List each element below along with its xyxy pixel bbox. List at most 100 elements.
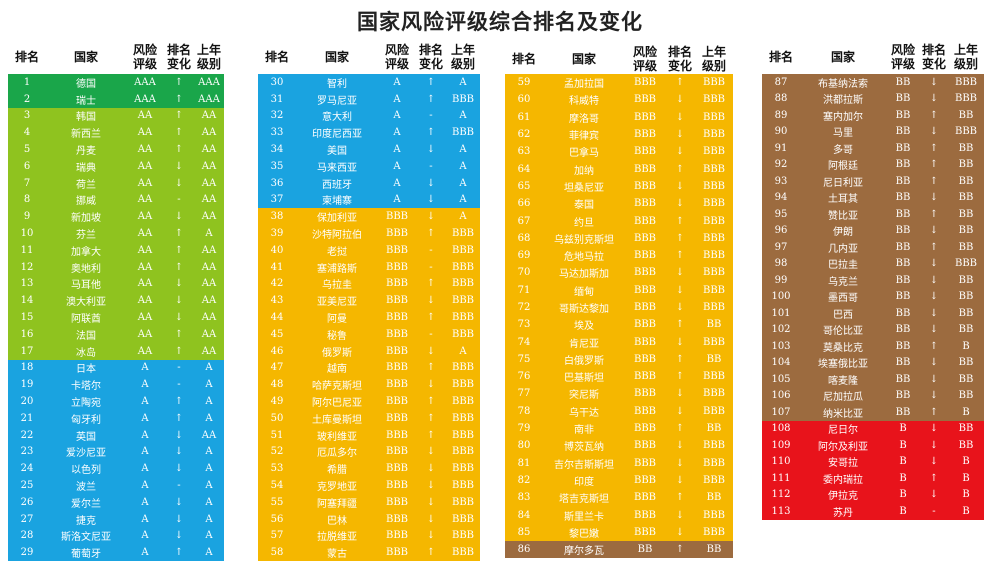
cell-rank: 48 (270, 379, 284, 391)
cell-last-year: B (962, 489, 970, 501)
cell-rank: 109 (771, 439, 791, 451)
table-row: 85 黎巴嫩 BBB ↓ BBB (505, 523, 733, 542)
cell-last-year: AA (201, 345, 217, 357)
cell-rank: 21 (20, 412, 34, 424)
cell-change: ↓ (174, 513, 184, 525)
cell-last-year: A (205, 412, 213, 424)
cell-change: ↓ (174, 160, 184, 172)
cell-last-year: BB (958, 208, 974, 220)
cell-rank: 63 (517, 146, 531, 158)
cell-rating: BB (895, 274, 911, 286)
cell-last-year: BB (958, 373, 974, 385)
cell-rating: BB (895, 324, 911, 336)
header-rating: 风险 评级 (890, 43, 915, 71)
cell-country: 沙特阿拉伯 (312, 230, 362, 242)
table-row: 108 尼日尔 B ↓ BB (762, 420, 984, 437)
cell-change: ↓ (675, 302, 685, 313)
cell-rank: 60 (517, 94, 531, 106)
table-row: 49 阿尔巴尼亚 BBB ↑ BBB (258, 393, 480, 410)
cell-last-year: BBB (702, 526, 726, 538)
cell-rank: 9 (23, 211, 31, 223)
ranking-table-2: 排名 国家 风险 评级 排名 变化 上年 级别 30 智利 A ↑ A 31 罗马尼亚 A ↑ BBB 32 意… (258, 40, 480, 562)
cell-rating: A (141, 496, 149, 508)
cell-last-year: A (459, 345, 467, 357)
cell-rank: 80 (517, 440, 531, 452)
cell-change: ↑ (426, 76, 436, 88)
table-row: 15 阿联酋 AA ↓ AA (8, 309, 224, 326)
cell-country: 爱沙尼亚 (66, 448, 106, 460)
cell-last-year: BBB (451, 446, 475, 458)
cell-change: ↑ (426, 412, 436, 424)
page-title: 国家风险评级综合排名及变化 (357, 9, 643, 34)
header-last-year: 上年 级别 (701, 45, 726, 73)
cell-change: ↓ (675, 336, 685, 348)
cell-country: 几内亚 (828, 243, 858, 255)
cell-last-year: BBB (451, 429, 475, 441)
table-row: 63 巴拿马 BBB ↓ BBB (505, 143, 733, 161)
cell-rating: A (141, 429, 149, 441)
cell-rank: 31 (270, 93, 284, 105)
cell-rank: 47 (270, 362, 284, 374)
cell-country: 阿根廷 (828, 161, 858, 173)
cell-last-year: B (962, 456, 970, 468)
cell-country: 马来西亚 (317, 162, 357, 174)
cell-rating: BBB (633, 163, 657, 175)
cell-rank: 92 (774, 159, 788, 171)
cell-rank: 65 (517, 180, 531, 192)
cell-last-year: BB (706, 353, 722, 365)
cell-rating: BBB (385, 463, 409, 475)
cell-country: 哥伦比亚 (823, 326, 863, 338)
table-row: 47 越南 BBB ↑ BBB (258, 359, 480, 377)
cell-last-year: BB (958, 357, 974, 369)
cell-country: 塔吉克斯坦 (559, 494, 609, 506)
cell-rating: BBB (633, 198, 657, 210)
cell-rank: 37 (270, 194, 284, 206)
table-row: 16 法国 AA ↑ AA (8, 325, 224, 343)
cell-rating: BB (895, 93, 911, 105)
cell-rank: 64 (517, 163, 531, 175)
table-row: 110 安哥拉 B ↓ B (762, 453, 984, 470)
cell-last-year: BBB (702, 180, 726, 192)
table-row: 83 塔吉克斯坦 BBB ↑ BB (505, 489, 733, 507)
cell-change: ↑ (675, 544, 685, 556)
table-row: 56 巴林 BBB ↓ BBB (258, 510, 480, 528)
cell-last-year: AA (201, 110, 217, 122)
table-row: 97 几内亚 BB ↑ BB (762, 239, 984, 256)
cell-last-year: BBB (451, 379, 475, 391)
cell-last-year: BBB (702, 94, 726, 106)
table-row: 100 墨西哥 BB ↓ BB (762, 288, 984, 305)
cell-country: 厄瓜多尔 (317, 448, 357, 460)
cell-change: ↓ (929, 456, 939, 468)
cell-rank: 112 (771, 489, 791, 501)
cell-rank: 66 (517, 198, 531, 210)
cell-rank: 44 (270, 312, 284, 324)
cell-change: ↓ (174, 295, 184, 307)
ranking-table-3: 排名 国家 风险 评级 排名 变化 上年 级别 59 孟加拉国 BBB ↑ BBB 60 科威特 BBB… (505, 40, 733, 559)
cell-last-year: BBB (702, 474, 726, 486)
cell-rating: BB (895, 291, 911, 303)
cell-rating: BB (895, 225, 911, 237)
cell-country: 尼日利亚 (823, 177, 863, 189)
cell-country: 土耳其 (828, 194, 858, 206)
cell-rating: AA (137, 345, 153, 357)
cell-change: ↓ (675, 526, 685, 538)
cell-rank: 85 (517, 526, 531, 538)
cell-last-year: B (962, 340, 970, 352)
table-row: 28 斯洛文尼亚 A ↓ A (8, 527, 224, 545)
cell-country: 塞内加尔 (823, 111, 863, 123)
header-rating: 风险 评级 (132, 43, 157, 71)
cell-rank: 88 (774, 93, 788, 105)
cell-last-year: BBB (702, 457, 726, 469)
table-row: 24 以色列 A ↓ A (8, 460, 224, 478)
cell-last-year: BBB (702, 163, 726, 175)
cell-last-year: BBB (702, 129, 726, 141)
cell-rank: 27 (20, 513, 34, 525)
table-row: 79 南非 BBB ↑ BB (505, 419, 733, 438)
cell-rank: 72 (517, 302, 531, 313)
cell-country: 苏丹 (833, 507, 853, 519)
cell-country: 委内瑞拉 (823, 474, 863, 486)
cell-country: 科威特 (569, 96, 599, 108)
cell-rating: BB (895, 373, 911, 385)
cell-country: 肯尼亚 (569, 338, 599, 350)
cell-country: 坦桑尼亚 (564, 182, 604, 194)
